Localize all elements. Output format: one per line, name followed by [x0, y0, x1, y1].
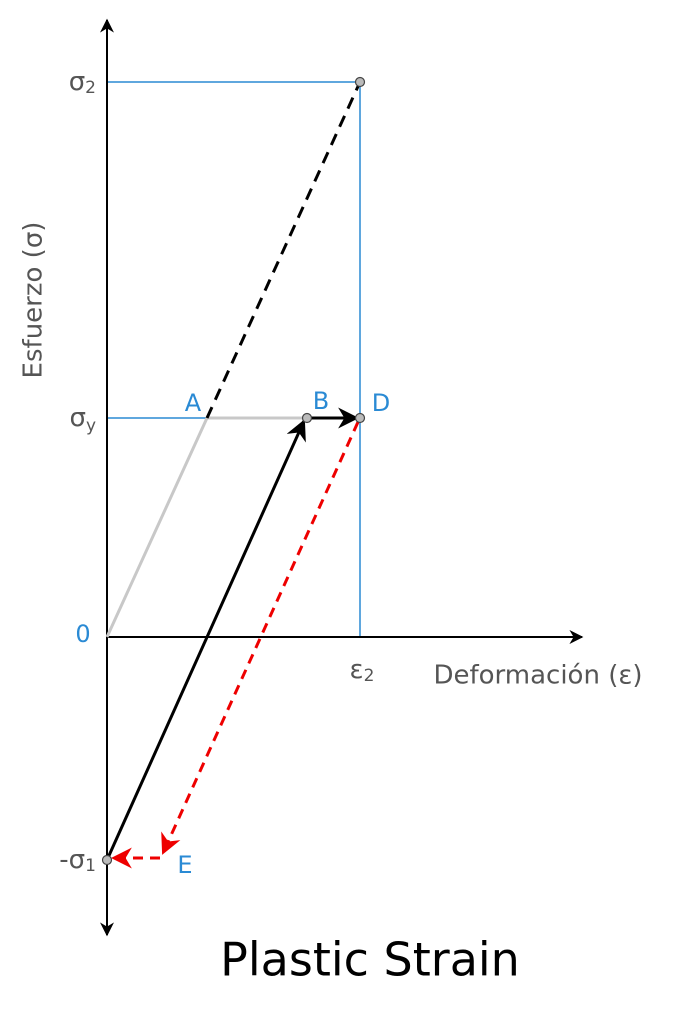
guides	[107, 81, 361, 637]
point	[354, 412, 366, 424]
elastic-path	[105, 416, 307, 638]
sub: y	[86, 416, 96, 436]
sub: 1	[85, 856, 96, 876]
points	[101, 76, 366, 866]
point	[101, 854, 113, 866]
sub: 2	[364, 666, 375, 686]
base: -σ	[59, 845, 85, 875]
reload-arrow	[105, 419, 306, 861]
sub: 2	[85, 78, 96, 98]
point	[301, 412, 313, 424]
origin-label: 0	[75, 620, 90, 648]
point-label: A	[185, 389, 202, 417]
elastic-extension	[205, 81, 362, 419]
point	[354, 76, 366, 88]
base: σ	[69, 403, 85, 433]
unload-arrow	[161, 421, 360, 855]
point-label: D	[372, 389, 390, 417]
tick-sigma2: σ2	[69, 67, 96, 99]
point-label: B	[313, 387, 329, 415]
title: Plastic Strain	[220, 933, 520, 987]
base: σ	[69, 67, 85, 97]
tick-eps2: ε2	[350, 655, 375, 687]
tick-sigmay: σy	[69, 403, 96, 437]
point-label: E	[177, 851, 192, 879]
x-axis-title: Deformación (ε)	[433, 661, 642, 691]
tick-minus-sigma1: -σ1	[59, 845, 96, 877]
y-axis-title: Esfuerzo (σ)	[19, 222, 49, 379]
base: ε	[350, 655, 364, 685]
